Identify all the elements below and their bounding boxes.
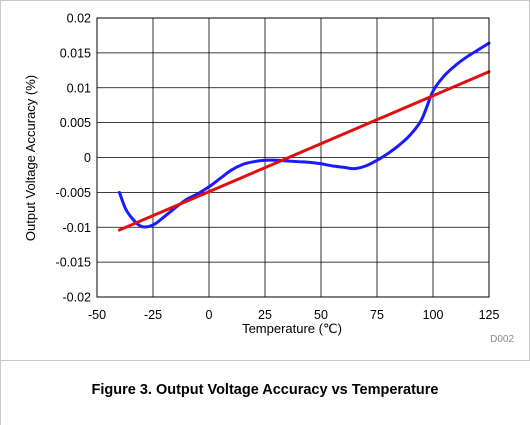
x-tick-label: -50 <box>88 308 106 322</box>
x-tick-label: 125 <box>479 308 500 322</box>
x-tick-label: 100 <box>423 308 444 322</box>
y-tick-label: -0.005 <box>56 186 91 200</box>
y-tick-label: 0 <box>84 151 91 165</box>
y-axis-label: Output Voltage Accuracy (%) <box>23 75 38 241</box>
y-tick-label: -0.01 <box>63 221 92 235</box>
y-tick-label: 0.01 <box>67 81 91 95</box>
y-tick-label: 0.015 <box>60 46 91 60</box>
x-axis-label: Temperature (℃) <box>242 321 342 336</box>
figure-caption: Figure 3. Output Voltage Accuracy vs Tem… <box>91 382 439 398</box>
x-tick-label: 50 <box>314 308 328 322</box>
y-tick-labels: 0.02 0.015 0.01 0.005 0 -0.005 -0.01 -0.015 -0.0… <box>56 12 92 305</box>
plot-area-border <box>96 17 490 298</box>
series-layer <box>117 41 491 232</box>
x-tick-label: 0 <box>206 308 213 322</box>
x-tick-label: 75 <box>370 308 384 322</box>
frame-border-left <box>0 0 1 425</box>
figure-code-label: D002 <box>490 334 514 345</box>
x-tick-labels: -50 -25 0 25 50 75 100 125 <box>88 308 500 322</box>
y-tick-label: 0.005 <box>60 116 91 130</box>
frame-border-top <box>0 0 530 1</box>
accuracy-curve <box>117 41 491 229</box>
y-tick-label: 0.02 <box>67 12 91 26</box>
grid-layer <box>96 17 490 298</box>
frame-border-bottom <box>0 360 530 361</box>
accuracy-chart: 0.02 0.015 0.01 0.005 0 -0.005 -0.01 -0.015 -0.0… <box>23 12 514 346</box>
x-tick-label: 25 <box>258 308 272 322</box>
trend-line <box>117 70 491 232</box>
y-tick-label: -0.02 <box>63 291 92 305</box>
x-tick-label: -25 <box>144 308 162 322</box>
y-tick-label: -0.015 <box>56 256 91 270</box>
